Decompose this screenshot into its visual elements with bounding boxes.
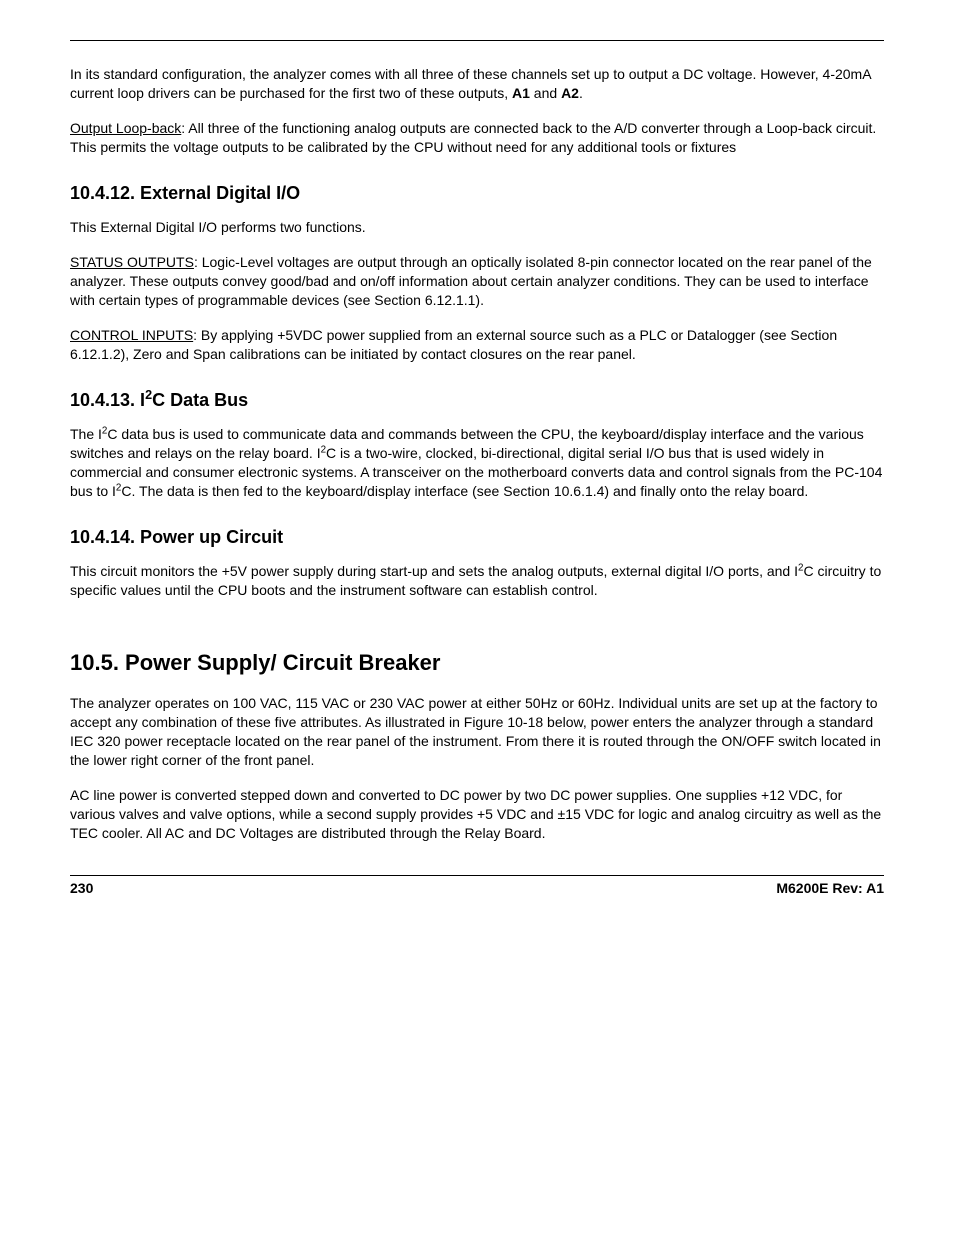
intro-paragraph-1: In its standard configuration, the analy… <box>70 65 884 103</box>
s10-5-p1: The analyzer operates on 100 VAC, 115 VA… <box>70 694 884 770</box>
intro-p1-text-a: In its standard configuration, the analy… <box>70 66 871 101</box>
intro-p1-text-d: . <box>579 85 583 101</box>
intro-p1-bold-a2: A2 <box>561 85 579 101</box>
heading-10-4-12: 10.4.12. External Digital I/O <box>70 183 884 205</box>
footer-row: 230 M6200E Rev: A1 <box>70 880 884 896</box>
s10-5-p2: AC line power is converted stepped down … <box>70 786 884 843</box>
intro-p1-text-c: and <box>530 85 561 101</box>
s10-4-13-p1-a: The I <box>70 426 102 442</box>
intro-p1-bold-a1: A1 <box>512 85 530 101</box>
output-loopback-text: : All three of the functioning analog ou… <box>70 120 876 155</box>
document-page: In its standard configuration, the analy… <box>0 0 954 936</box>
s10-4-14-p1: This circuit monitors the +5V power supp… <box>70 562 884 600</box>
s10-4-13-p1: The I2C data bus is used to communicate … <box>70 425 884 501</box>
s10-4-12-p1: This External Digital I/O performs two f… <box>70 218 884 237</box>
s10-4-14-p1-a: This circuit monitors the +5V power supp… <box>70 563 798 579</box>
heading-10-4-13: 10.4.13. I2C Data Bus <box>70 390 884 412</box>
page-number: 230 <box>70 880 93 896</box>
page-footer: 230 M6200E Rev: A1 <box>70 875 884 896</box>
heading-10-4-14: 10.4.14. Power up Circuit <box>70 527 884 549</box>
heading-10-4-13-a: 10.4.13. I <box>70 390 145 410</box>
heading-10-5: 10.5. Power Supply/ Circuit Breaker <box>70 650 884 676</box>
heading-10-4-13-b: C Data Bus <box>152 390 248 410</box>
footer-rule <box>70 875 884 876</box>
output-loopback-label: Output Loop-back <box>70 120 181 136</box>
doc-revision: M6200E Rev: A1 <box>776 880 884 896</box>
s10-4-13-p1-d: C. The data is then fed to the keyboard/… <box>121 483 808 499</box>
s10-4-12-p2: STATUS OUTPUTS: Logic-Level voltages are… <box>70 253 884 310</box>
s10-4-12-p3: CONTROL INPUTS: By applying +5VDC power … <box>70 326 884 364</box>
control-inputs-label: CONTROL INPUTS <box>70 327 193 343</box>
top-rule <box>70 40 884 41</box>
intro-paragraph-2: Output Loop-back: All three of the funct… <box>70 119 884 157</box>
status-outputs-label: STATUS OUTPUTS <box>70 254 194 270</box>
